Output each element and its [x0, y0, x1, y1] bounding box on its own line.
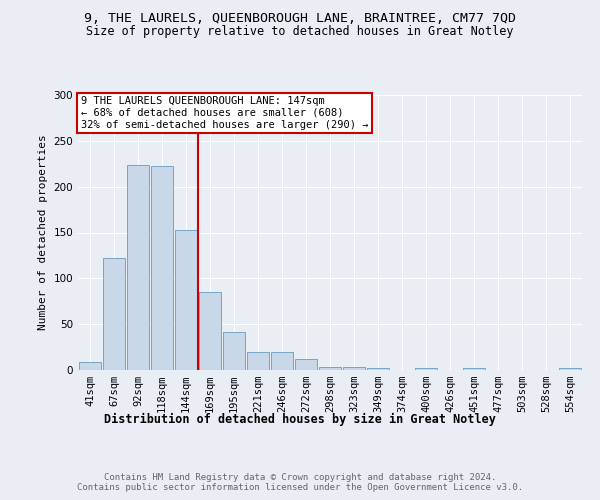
Bar — [199, 292, 221, 370]
Bar — [319, 367, 341, 370]
Y-axis label: Number of detached properties: Number of detached properties — [38, 134, 48, 330]
Bar — [247, 352, 269, 370]
Text: Contains HM Land Registry data © Crown copyright and database right 2024.
Contai: Contains HM Land Registry data © Crown c… — [77, 472, 523, 492]
Bar — [415, 368, 437, 370]
Text: Size of property relative to detached houses in Great Notley: Size of property relative to detached ho… — [86, 25, 514, 38]
Bar — [463, 368, 485, 370]
Bar — [295, 359, 317, 370]
Bar — [79, 362, 101, 370]
Text: 9, THE LAURELS, QUEENBOROUGH LANE, BRAINTREE, CM77 7QD: 9, THE LAURELS, QUEENBOROUGH LANE, BRAIN… — [84, 12, 516, 26]
Text: Distribution of detached houses by size in Great Notley: Distribution of detached houses by size … — [104, 412, 496, 426]
Bar — [223, 332, 245, 370]
Bar — [343, 367, 365, 370]
Bar — [151, 166, 173, 370]
Bar — [127, 164, 149, 370]
Bar — [175, 230, 197, 370]
Text: 9 THE LAURELS QUEENBOROUGH LANE: 147sqm
← 68% of detached houses are smaller (60: 9 THE LAURELS QUEENBOROUGH LANE: 147sqm … — [80, 96, 368, 130]
Bar — [367, 368, 389, 370]
Bar — [271, 352, 293, 370]
Bar — [559, 368, 581, 370]
Bar — [103, 258, 125, 370]
